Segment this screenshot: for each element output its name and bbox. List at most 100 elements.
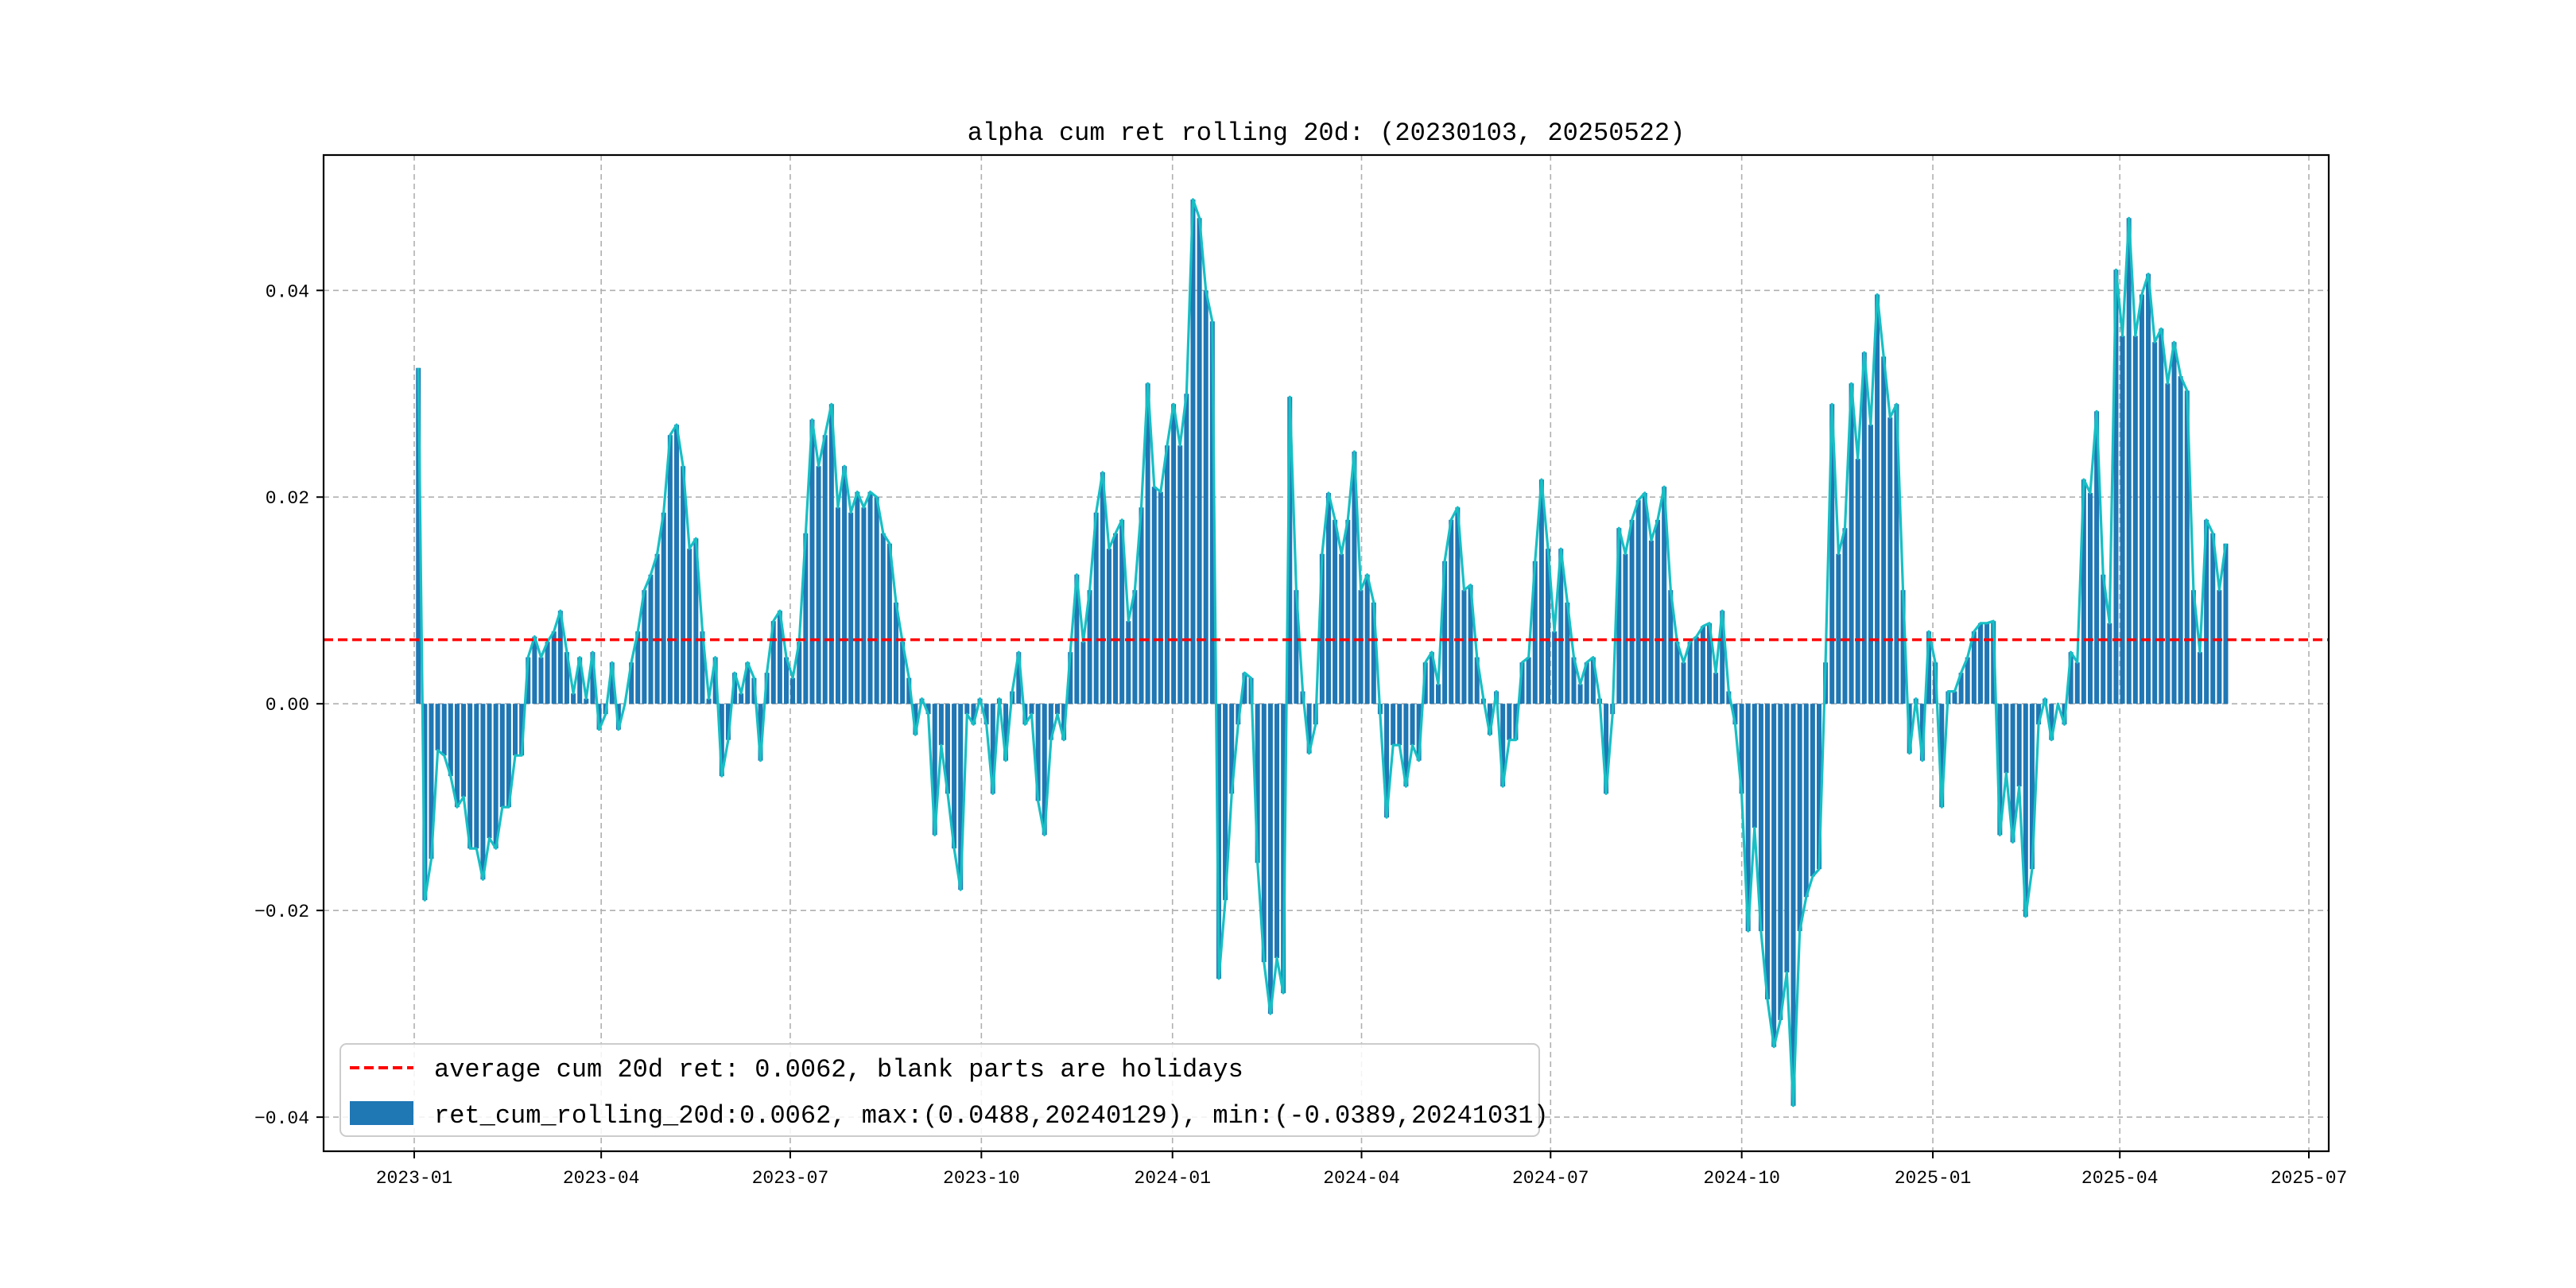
- bar: [480, 704, 486, 880]
- chart-title: alpha cum ret rolling 20d: (20230103, 20…: [968, 118, 1686, 148]
- bar: [1442, 561, 1448, 704]
- bar: [861, 507, 867, 704]
- bar: [577, 657, 583, 704]
- bar: [584, 698, 589, 704]
- bar: [1604, 704, 1609, 794]
- bar: [1384, 704, 1390, 818]
- bar: [693, 538, 699, 704]
- bar: [2120, 336, 2125, 704]
- bar: [1145, 383, 1150, 704]
- bar: [906, 677, 912, 704]
- bar: [1919, 704, 1925, 761]
- bar: [629, 662, 634, 704]
- bar: [958, 704, 964, 890]
- bar: [1997, 704, 2003, 836]
- bar: [1674, 642, 1680, 704]
- bar: [1758, 704, 1763, 932]
- bar: [770, 621, 776, 704]
- bar: [1662, 487, 1667, 704]
- bar: [2198, 652, 2203, 704]
- bar: [2132, 336, 2138, 704]
- bar: [1345, 519, 1351, 704]
- bar: [719, 704, 724, 777]
- bar: [461, 704, 467, 797]
- bar: [2004, 704, 2009, 774]
- bar: [1571, 657, 1577, 704]
- bar: [1422, 662, 1428, 704]
- bar: [1274, 704, 1280, 958]
- line-series: [417, 198, 2228, 1108]
- bar: [1875, 294, 1880, 704]
- bar: [1538, 479, 1544, 704]
- bar: [1468, 584, 1473, 704]
- bar: [1068, 652, 1073, 704]
- bar: [1713, 673, 1719, 704]
- bar: [1681, 662, 1686, 704]
- bar: [1106, 549, 1111, 704]
- bar: [1655, 519, 1661, 704]
- bar: [429, 704, 434, 859]
- bar: [1093, 512, 1099, 704]
- bar: [1306, 704, 1312, 754]
- bar: [1855, 459, 1860, 704]
- bar: [474, 704, 479, 849]
- bar: [1449, 519, 1454, 704]
- bar: [2204, 519, 2209, 704]
- x-tick-label: 2025-04: [2081, 1168, 2159, 1189]
- bar: [900, 642, 906, 704]
- bar: [1519, 662, 1525, 704]
- bar: [1113, 533, 1119, 704]
- bar: [2152, 342, 2158, 704]
- bar: [797, 642, 802, 704]
- bar: [1223, 704, 1228, 901]
- bar: [687, 549, 692, 704]
- bar: [1397, 704, 1402, 746]
- bar: [1797, 704, 1802, 932]
- bar: [1080, 642, 1086, 704]
- bar: [506, 704, 511, 808]
- bar: [1171, 404, 1177, 704]
- bar: [790, 677, 796, 704]
- bar: [1371, 602, 1376, 704]
- bar: [1461, 590, 1467, 704]
- bar: [2094, 411, 2100, 704]
- bar: [1894, 404, 1899, 704]
- bar: [1339, 553, 1344, 704]
- bar: [1861, 352, 1867, 704]
- legend-bar-label: ret_cum_rolling_20d:0.0062, max:(0.0488,…: [434, 1101, 1549, 1131]
- bar: [1435, 684, 1441, 704]
- bar: [1720, 611, 1725, 704]
- legend: average cum 20d ret: 0.0062, blank parts…: [339, 1043, 1549, 1137]
- bar: [1319, 553, 1325, 704]
- bar: [493, 704, 499, 849]
- bar: [2113, 270, 2119, 704]
- bar: [1887, 417, 1893, 704]
- x-tick-label: 2023-10: [943, 1168, 1020, 1189]
- bar: [1771, 704, 1777, 1047]
- bar: [2087, 493, 2093, 704]
- ret-cum-line: [417, 198, 2228, 1108]
- bar: [642, 590, 647, 704]
- bar: [1209, 321, 1215, 704]
- x-tick-label: 2024-04: [1323, 1168, 1400, 1189]
- bar: [1668, 590, 1674, 704]
- x-axis: 2023-01 2023-04 2023-07 2023-10 2024-01 2024-…: [376, 1151, 2347, 1189]
- bar: [2165, 383, 2171, 704]
- bar: [441, 704, 447, 756]
- bar: [1119, 519, 1125, 704]
- bar: [1926, 631, 1932, 704]
- bar: [952, 704, 957, 849]
- bar: [1087, 590, 1092, 704]
- bar: [448, 704, 453, 777]
- bar: [1803, 704, 1809, 898]
- x-tick-label: 2023-04: [563, 1168, 640, 1189]
- bar: [938, 704, 944, 746]
- bar: [2016, 704, 2022, 787]
- bar: [667, 435, 673, 704]
- bar: [1965, 657, 1970, 704]
- bar: [1165, 445, 1170, 704]
- bar: [1739, 704, 1744, 794]
- legend-bar-swatch: [350, 1101, 413, 1125]
- bar: [1939, 704, 1945, 808]
- bar: [1042, 704, 1047, 836]
